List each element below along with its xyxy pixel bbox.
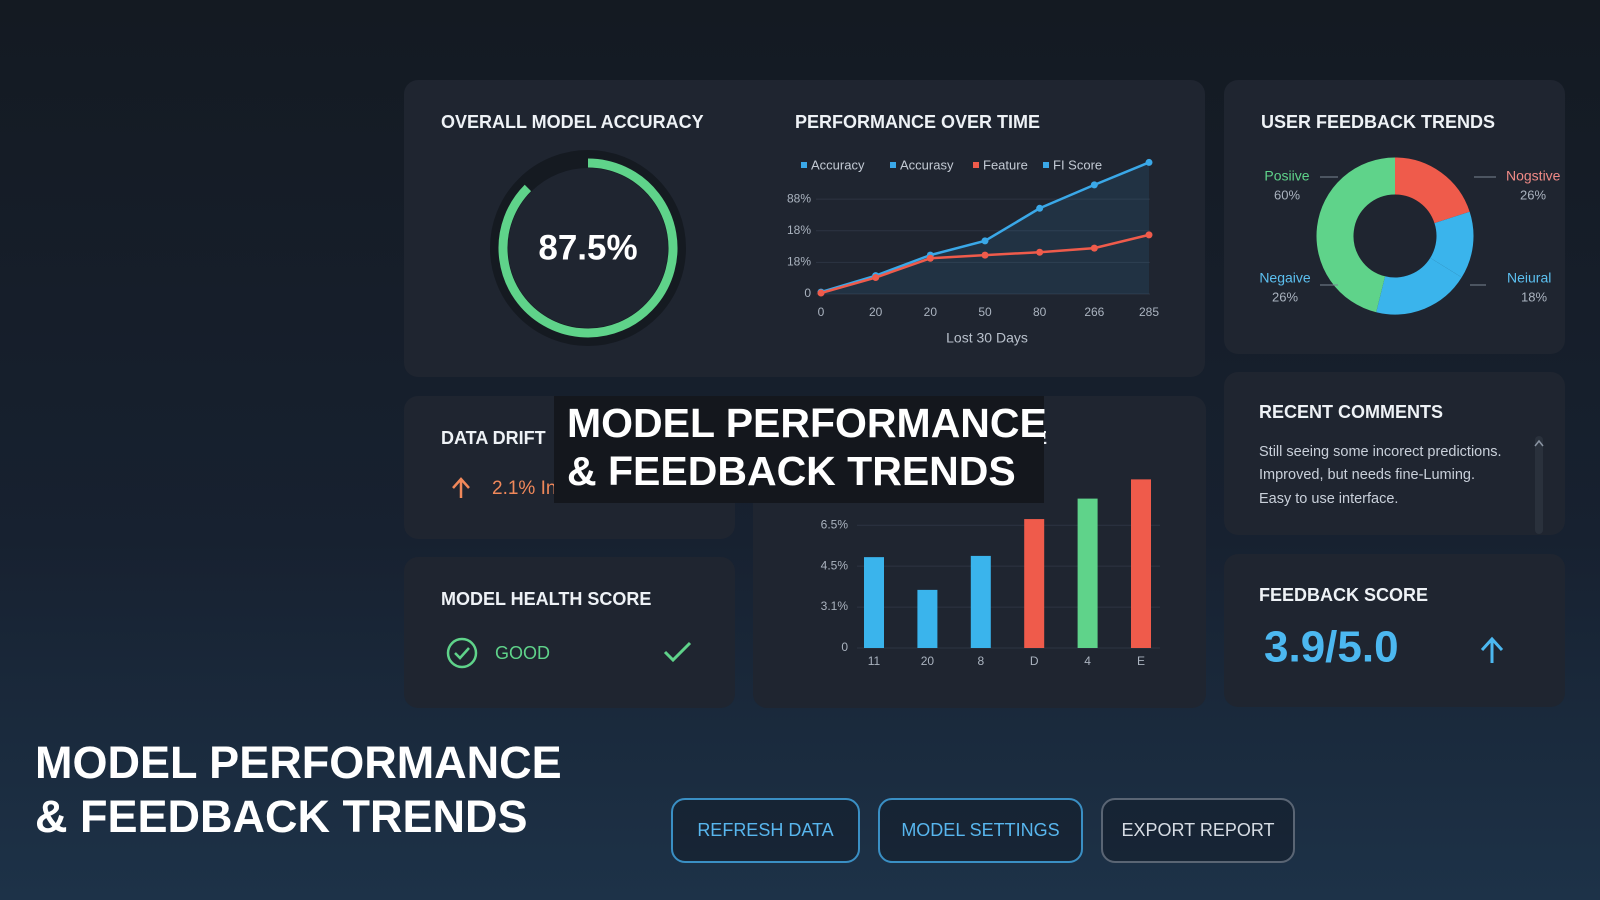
x-tick-label: 20 <box>924 305 938 319</box>
scrollbar <box>1535 436 1543 534</box>
comment: Improved, but needs fine-Luming. <box>1259 467 1475 483</box>
arrow-up-icon <box>1480 636 1504 663</box>
banner-line: & FEEDBACK TRENDS <box>567 448 1016 494</box>
donut-segment <box>1316 157 1396 313</box>
x-tick-label: 11 <box>868 654 881 668</box>
panel <box>1224 372 1565 535</box>
x-tick-label: 50 <box>978 305 992 319</box>
panel-title: FEEDBACK SCORE <box>1259 585 1428 605</box>
x-tick-label: E <box>1137 654 1145 668</box>
scroll-arrow <box>1534 439 1544 447</box>
bar <box>1024 519 1045 648</box>
point <box>1145 231 1153 239</box>
panel <box>1224 554 1565 707</box>
health-status: GOOD <box>495 643 550 663</box>
point <box>981 237 989 245</box>
comment: Still seeing some incorect predictions. <box>1259 444 1502 460</box>
donut-value-label: 26% <box>1272 289 1298 304</box>
donut-segment <box>1376 257 1462 315</box>
legend-swatch <box>890 162 896 168</box>
point <box>1090 181 1098 189</box>
donut-value-label: 18% <box>1521 289 1547 304</box>
x-tick-label: 266 <box>1084 305 1104 319</box>
legend-label: FI Score <box>1053 157 1102 172</box>
gauge-arc <box>498 158 678 338</box>
y-tick-label: 3.1% <box>821 599 849 613</box>
donut-label: Neiural <box>1507 270 1551 286</box>
panel-title: MODEL HEALTH SCORE <box>441 589 651 609</box>
arrow-up-icon <box>452 477 470 498</box>
legend-label: Accuracy <box>811 157 865 172</box>
feedback-score: 3.9/5.0 <box>1264 623 1399 672</box>
point <box>1090 244 1098 252</box>
y-tick-label: 6.5% <box>821 517 849 531</box>
panel <box>404 557 735 708</box>
bar <box>917 589 938 648</box>
legend-swatch <box>973 162 979 168</box>
caption-line: MODEL PERFORMANCE <box>35 737 562 788</box>
donut-label: Negaive <box>1259 270 1311 286</box>
x-tick-label: 0 <box>818 305 825 319</box>
x-tick-label: 285 <box>1139 305 1159 319</box>
donut-segment <box>1429 211 1474 278</box>
panel-title: DATA DRIFT <box>441 428 546 448</box>
x-axis-label: Lost 30 Days <box>946 330 1028 346</box>
point <box>817 289 825 297</box>
point <box>926 254 934 262</box>
chart-title: PERFORMANCE OVER TIME <box>795 112 1040 132</box>
refresh-button[interactable]: REFRESH DATA <box>671 798 860 863</box>
y-tick-label: 18% <box>787 223 811 237</box>
chart-title: USER FEEDBACK TRENDS <box>1261 112 1495 132</box>
y-tick-label: 4.5% <box>821 558 849 572</box>
check-circle-icon <box>446 637 478 669</box>
area <box>821 162 1149 294</box>
x-tick-label: 80 <box>1033 305 1047 319</box>
bar <box>970 555 991 648</box>
x-tick-label: 4 <box>1084 654 1091 668</box>
donut-value-label: 26% <box>1520 187 1546 202</box>
bar <box>864 557 884 648</box>
bar <box>1131 479 1151 648</box>
panel-title: OVERALL MODEL ACCURACY <box>441 112 704 132</box>
y-tick-label: 0 <box>841 640 848 654</box>
legend-swatch <box>801 162 807 168</box>
gauge-label: 87.5% <box>538 228 637 267</box>
settings-button[interactable]: MODEL SETTINGS <box>878 798 1083 863</box>
drift-change: 2.1% In <box>492 478 556 499</box>
check-icon <box>663 641 692 663</box>
panel-title: RECENT COMMENTS <box>1259 402 1443 422</box>
point <box>1036 248 1044 256</box>
comment: Easy to use interface. <box>1259 491 1398 507</box>
donut-label: Posiive <box>1264 168 1309 184</box>
x-tick-label: 20 <box>921 654 935 668</box>
bar <box>1077 498 1098 648</box>
y-tick-label: 18% <box>787 255 811 269</box>
y-tick-label: 0 <box>804 286 811 300</box>
point <box>872 274 880 282</box>
x-tick-label: D <box>1030 654 1039 668</box>
check-icon <box>454 647 470 660</box>
legend-label: Accurasy <box>900 157 954 172</box>
donut-segment <box>1394 157 1470 225</box>
point <box>1036 204 1044 212</box>
point <box>981 251 989 259</box>
point <box>1145 158 1153 166</box>
legend-label: Feature <box>983 157 1028 172</box>
caption-line: & FEEDBACK TRENDS <box>35 791 528 842</box>
y-tick-label: 88% <box>787 191 811 205</box>
banner-line: MODEL PERFORMANCE <box>567 400 1047 446</box>
x-tick-label: 8 <box>977 654 984 668</box>
export-button[interactable]: EXPORT REPORT <box>1101 798 1295 863</box>
legend-swatch <box>1043 162 1049 168</box>
donut-label: Nogstive <box>1506 168 1561 184</box>
banner <box>554 396 1044 503</box>
x-tick-label: 20 <box>869 305 883 319</box>
donut-value-label: 60% <box>1274 187 1300 202</box>
